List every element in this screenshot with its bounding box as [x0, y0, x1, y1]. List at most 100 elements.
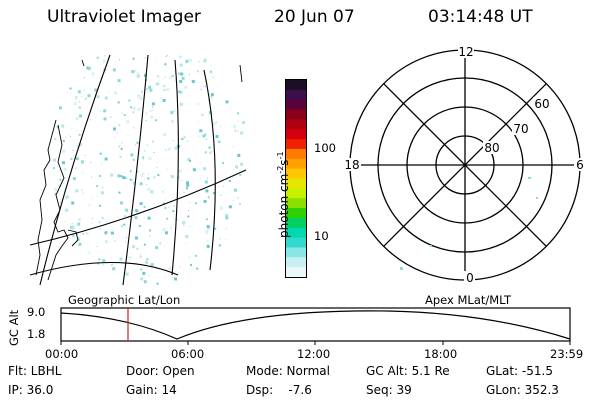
- lat-label-80: 80: [484, 141, 499, 155]
- speckle: [76, 144, 80, 148]
- polar-mlat-mlt-plot: 12 18 6 0 60 70 80: [343, 45, 586, 285]
- speckle: [222, 185, 224, 187]
- speckle: [78, 106, 81, 109]
- speckle: [115, 172, 117, 174]
- speckle: [197, 103, 200, 105]
- speckle: [174, 146, 178, 150]
- speckle: [91, 72, 95, 76]
- speckle: [137, 95, 139, 98]
- unit-exp-2: -1: [276, 151, 285, 160]
- speckle: [87, 206, 89, 208]
- speckle: [88, 251, 91, 254]
- timeline-right-caption: Apex MLat/MLT: [425, 293, 512, 307]
- speckle: [101, 217, 104, 220]
- speckle: [71, 223, 73, 225]
- speckle: [220, 206, 223, 210]
- speckle: [53, 167, 55, 170]
- speckle: [136, 72, 140, 76]
- speckle: [54, 137, 57, 140]
- lat-label-70: 70: [513, 122, 528, 136]
- speckle: [194, 254, 197, 257]
- info-ip: IP: 36.0: [8, 383, 54, 397]
- speckle: [206, 227, 210, 231]
- speckle: [147, 106, 149, 108]
- speckle: [196, 70, 199, 73]
- speckle: [73, 102, 77, 106]
- speckle: [59, 106, 62, 110]
- speckle: [191, 80, 195, 83]
- speckle: [62, 149, 66, 153]
- speckle: [99, 152, 102, 155]
- speckle: [212, 76, 214, 78]
- colorbar-stripe: [286, 80, 306, 91]
- speckle: [151, 140, 154, 143]
- speckle: [102, 187, 104, 189]
- speckle: [129, 106, 132, 109]
- speckle: [140, 173, 144, 177]
- speckle: [63, 168, 67, 172]
- speckle: [123, 114, 126, 116]
- speckle: [139, 255, 142, 258]
- speckle: [99, 204, 102, 207]
- speckle: [174, 205, 175, 207]
- speckle: [161, 185, 163, 187]
- speckle: [150, 190, 154, 194]
- speckle: [71, 234, 75, 238]
- speckle: [146, 144, 149, 147]
- speckle: [135, 144, 137, 146]
- speckle: [155, 246, 159, 250]
- speckle: [134, 236, 138, 240]
- speckle: [134, 216, 138, 220]
- speckle: [163, 133, 167, 137]
- speckle: [148, 275, 150, 277]
- speckle: [62, 139, 65, 142]
- speckle: [104, 157, 108, 161]
- speckle: [143, 205, 146, 208]
- speckle: [108, 90, 110, 92]
- speckle: [104, 55, 106, 57]
- speckle: [59, 202, 61, 203]
- speckle: [66, 92, 68, 94]
- speckle: [131, 106, 133, 108]
- info-glon: GLon: 352.3: [486, 383, 559, 397]
- speckle: [188, 74, 190, 76]
- speckle: [170, 77, 172, 79]
- speckle: [203, 58, 207, 62]
- speckle: [76, 129, 78, 131]
- colorbar-stripe: [286, 109, 306, 120]
- speckle: [140, 277, 144, 281]
- colorbar: [285, 79, 307, 278]
- speckle: [207, 196, 210, 199]
- lat-label-60: 60: [534, 97, 549, 111]
- colorbar-stripe: [286, 267, 306, 277]
- speckle: [143, 172, 145, 174]
- speckle: [90, 162, 92, 163]
- colorbar-stripe: [286, 227, 306, 239]
- speckle: [172, 109, 176, 113]
- speckle: [198, 135, 200, 137]
- speckle: [157, 75, 160, 78]
- speckle: [150, 263, 154, 267]
- speckle: [186, 181, 189, 185]
- speckle: [129, 178, 132, 181]
- speckle: [71, 201, 75, 205]
- speckle: [201, 113, 204, 116]
- speckle: [149, 88, 153, 92]
- speckle: [95, 195, 97, 197]
- speckle: [148, 157, 152, 161]
- speckle: [240, 131, 244, 135]
- speckle: [112, 267, 116, 271]
- speckle: [218, 140, 221, 143]
- speckle: [172, 210, 175, 213]
- speckle: [102, 59, 106, 63]
- speckle: [121, 112, 123, 114]
- speckle: [147, 216, 151, 220]
- info-gain: Gain: 14: [126, 383, 177, 397]
- speckle: [235, 165, 238, 169]
- speckle: [125, 241, 126, 243]
- speckle: [229, 107, 231, 109]
- speckle: [139, 182, 143, 186]
- speckle: [120, 147, 123, 150]
- speckle: [203, 167, 206, 171]
- speckle: [219, 149, 221, 151]
